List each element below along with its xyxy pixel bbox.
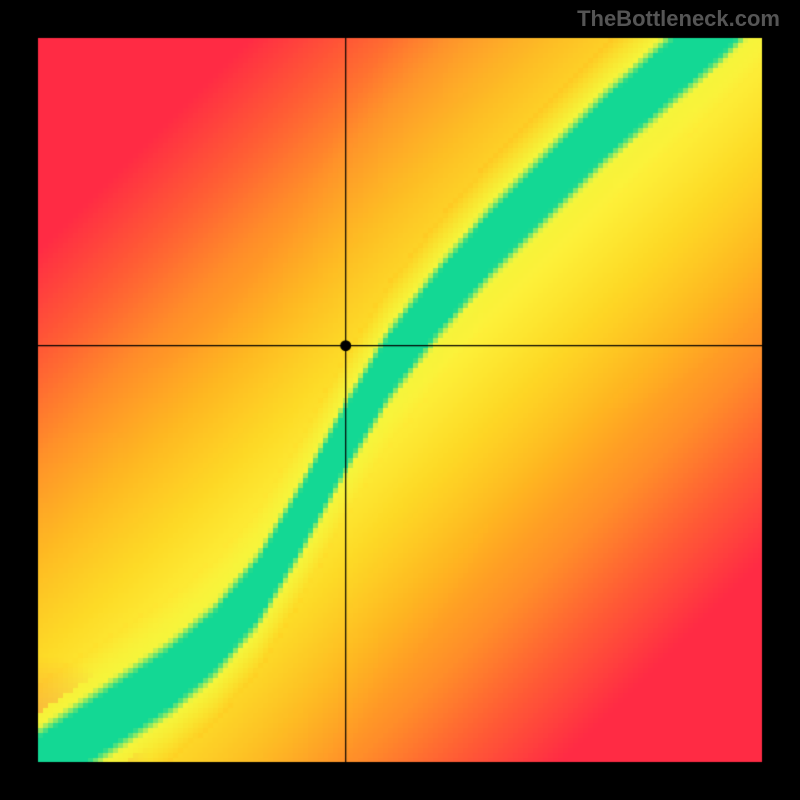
watermark-text: TheBottleneck.com — [577, 6, 780, 32]
heatmap-canvas — [0, 0, 800, 800]
chart-container: TheBottleneck.com — [0, 0, 800, 800]
